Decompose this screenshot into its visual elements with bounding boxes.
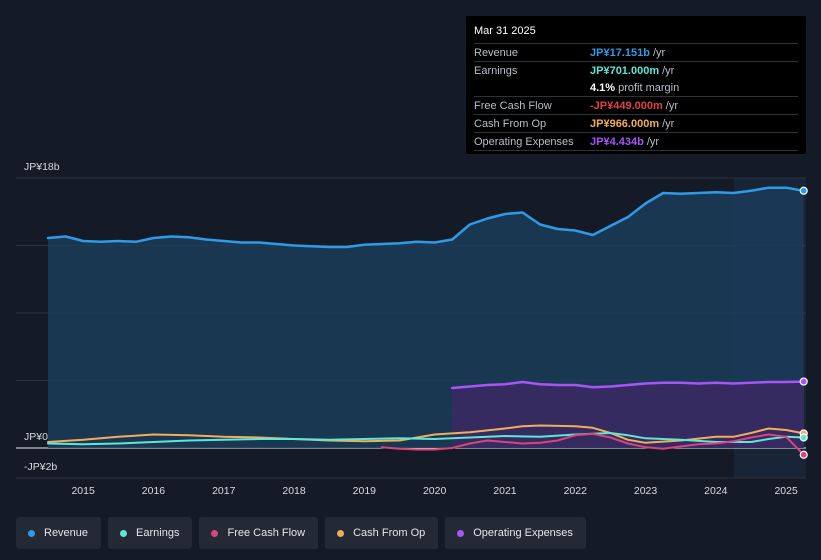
y-zero-label: JP¥0 <box>24 431 48 443</box>
operating-expenses-area <box>452 381 804 448</box>
tooltip-unit: /yr <box>665 100 679 112</box>
x-tick-label: 2024 <box>704 485 728 497</box>
series-end-markers <box>799 186 808 459</box>
legend-dot-icon <box>120 529 128 537</box>
x-tick-label: 2023 <box>634 485 658 497</box>
legend-label: Revenue <box>44 527 89 539</box>
tooltip-date: Mar 31 2025 <box>474 24 798 44</box>
legend-item-free-cash-flow[interactable]: Free Cash Flow <box>199 517 319 549</box>
tooltip-value: -JP¥449.000m <box>590 100 663 112</box>
revenue-end-marker <box>799 186 808 195</box>
tooltip-row-operating-expenses: Operating Expenses JP¥4.434b /yr <box>474 133 798 151</box>
tooltip-label: Free Cash Flow <box>474 100 552 112</box>
tooltip-label: Earnings <box>474 65 518 77</box>
tooltip-value: JP¥4.434b <box>590 136 644 148</box>
legend-label: Cash From Op <box>353 527 426 539</box>
x-tick-label: 2016 <box>142 485 166 497</box>
free-cash-flow-end-marker <box>799 450 808 459</box>
tooltip-unit: /yr <box>662 65 675 77</box>
tooltip-unit: profit margin <box>618 82 680 94</box>
earnings-line <box>47 432 805 446</box>
x-tick-label: 2025 <box>774 485 798 497</box>
legend-label: Free Cash Flow <box>227 527 306 539</box>
x-tick-label: 2015 <box>71 485 95 497</box>
series-lines <box>46 186 805 456</box>
tooltip-label <box>474 80 590 96</box>
tooltip-row-free-cash-flow: Free Cash Flow -JP¥449.000m /yr <box>474 97 798 115</box>
tooltip-label: Cash From Op <box>474 118 547 130</box>
tooltip-unit: /yr <box>662 118 675 130</box>
revenue-line <box>46 186 805 249</box>
tooltip-value: 4.1% <box>590 82 616 94</box>
tooltip-value: JP¥17.151b <box>590 47 650 59</box>
tooltip-row-earnings: Earnings JP¥701.000m /yr <box>474 62 798 79</box>
tooltip-label: Revenue <box>474 47 519 59</box>
legend-dot-icon <box>457 529 465 537</box>
x-tick-labels: 2015 2016 2017 2018 2019 2020 2021 2022 2023 2024… <box>71 485 798 497</box>
operating-expenses-end-marker <box>799 377 808 386</box>
legend-label: Operating Expenses <box>473 527 573 539</box>
tooltip-unit: /yr <box>646 136 660 148</box>
x-tick-label: 2020 <box>423 485 447 497</box>
series-areas <box>48 187 804 448</box>
operating-expenses-line <box>450 380 805 390</box>
legend: Revenue Earnings Free Cash Flow Cash Fro… <box>16 517 586 549</box>
x-tick-label: 2019 <box>353 485 377 497</box>
tooltip-row-revenue: Revenue JP¥17.151b /yr <box>474 44 798 62</box>
tooltip-row-profit-margin: 4.1% profit margin <box>474 79 798 97</box>
earnings-end-marker <box>799 433 808 442</box>
legend-item-revenue[interactable]: Revenue <box>16 517 102 549</box>
legend-item-cash-from-op[interactable]: Cash From Op <box>325 517 439 549</box>
free-cash-flow-line <box>380 432 805 456</box>
x-tick-label: 2022 <box>564 485 588 497</box>
y-top-label: JP¥18b <box>24 161 60 173</box>
y-bottom-label: -JP¥2b <box>24 461 57 473</box>
legend-dot-icon <box>28 529 35 537</box>
legend-dot-icon <box>337 529 345 537</box>
tooltip-value: JP¥966.000m <box>590 118 660 130</box>
x-tick-label: 2021 <box>493 485 517 497</box>
revenue-area <box>48 187 804 448</box>
legend-item-operating-expenses[interactable]: Operating Expenses <box>445 517 586 549</box>
legend-item-earnings[interactable]: Earnings <box>108 517 193 549</box>
tooltip-value: JP¥701.000m <box>590 65 660 77</box>
x-tick-label: 2017 <box>212 485 236 497</box>
tooltip-row-cash-from-op: Cash From Op JP¥966.000m /yr <box>474 115 798 133</box>
tooltip-label: Operating Expenses <box>474 136 574 148</box>
x-tick-label: 2018 <box>282 485 306 497</box>
tooltip-unit: /yr <box>652 47 666 59</box>
legend-dot-icon <box>211 529 219 537</box>
legend-label: Earnings <box>136 527 180 539</box>
tooltip-panel: Mar 31 2025 Revenue JP¥17.151b /yr Earni… <box>466 16 806 154</box>
cash-from-op-line <box>47 424 805 444</box>
